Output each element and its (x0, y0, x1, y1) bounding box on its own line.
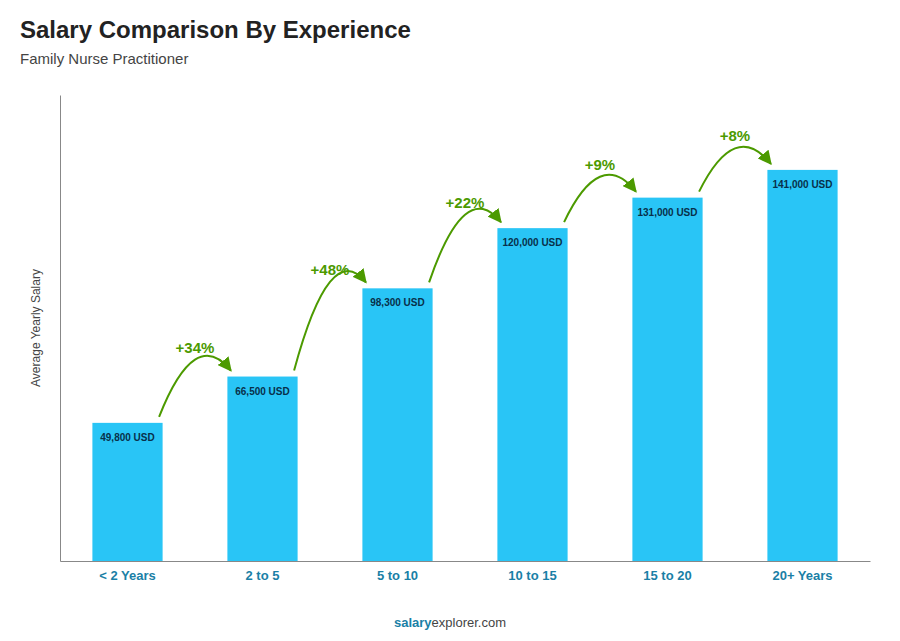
change-arrow (159, 356, 231, 417)
x-tick: 10 to 15 (508, 561, 556, 583)
data-label: 141,000 USD (772, 179, 832, 190)
x-tick: 2 to 5 (246, 561, 280, 583)
bar (497, 228, 567, 561)
footer-part: explorer.com (432, 615, 506, 630)
y-axis-line (60, 96, 61, 562)
data-label: 66,500 USD (235, 386, 289, 397)
x-tick-label: 5 to 10 (377, 568, 418, 583)
change-label: +22% (446, 194, 485, 211)
bars (92, 170, 837, 561)
bar (362, 288, 432, 561)
x-tick: 20+ Years (772, 561, 832, 583)
change-label: +9% (585, 156, 615, 173)
bar (92, 423, 162, 561)
change-label: +8% (720, 127, 750, 144)
change-arrow (564, 175, 636, 222)
x-tick-label: 10 to 15 (508, 568, 556, 583)
y-axis-title: Average Yearly Salary (29, 269, 43, 387)
change-label: +48% (311, 261, 350, 278)
bar (227, 377, 297, 561)
y-axis (60, 96, 61, 562)
x-axis-line (61, 561, 871, 562)
x-tick-label: 15 to 20 (643, 568, 691, 583)
subtitle: Family Nurse Practitioner (20, 50, 188, 67)
x-tick: < 2 Years (99, 561, 156, 583)
change-arrow (429, 209, 501, 283)
footer-part: salary (394, 615, 432, 630)
change-label: +34% (176, 339, 215, 356)
plot-area: Average Yearly Salary < 2 Years 2 to 5 5 to… (29, 96, 871, 583)
chart: Salary Comparison By Experience Family Nu… (0, 0, 900, 641)
x-tick-label: 2 to 5 (246, 568, 280, 583)
x-tick-label: 20+ Years (772, 568, 832, 583)
data-label: 120,000 USD (502, 237, 562, 248)
x-tick: 5 to 10 (377, 561, 418, 583)
x-axis: < 2 Years 2 to 5 5 to 10 10 to 15 15 to 20 20… (61, 561, 871, 583)
change-arrow (294, 271, 366, 371)
title: Salary Comparison By Experience (20, 16, 411, 43)
change-arrow (699, 147, 771, 192)
x-tick: 15 to 20 (643, 561, 691, 583)
footer: salaryexplorer.com (394, 615, 506, 630)
x-tick-label: < 2 Years (99, 568, 156, 583)
bar (632, 198, 702, 561)
data-label: 98,300 USD (370, 297, 424, 308)
bar (767, 170, 837, 561)
data-label: 49,800 USD (100, 432, 154, 443)
annotations: +34% +48% +22% +9% +8% (159, 127, 771, 417)
data-label: 131,000 USD (637, 207, 697, 218)
